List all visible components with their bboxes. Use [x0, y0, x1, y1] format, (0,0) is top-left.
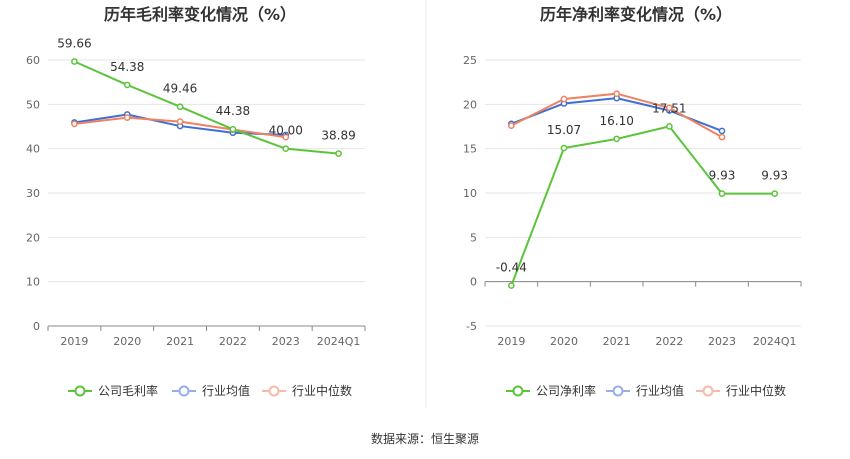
legend-marker	[74, 385, 86, 397]
source-note: 数据来源：恒生聚源	[371, 431, 479, 446]
series-point	[665, 104, 673, 112]
series-point	[176, 118, 184, 125]
legend-marker	[178, 385, 190, 397]
y-tick-label: -5	[466, 320, 477, 333]
data-label: 49.46	[163, 82, 197, 96]
legend-marker	[512, 385, 524, 397]
series-line-1	[74, 60, 339, 155]
chart-title: 历年毛利率变化情况（%）	[104, 5, 296, 24]
series-point	[123, 114, 131, 121]
series-point	[560, 144, 568, 152]
series-point	[229, 125, 237, 133]
y-tick-label: 50	[26, 98, 40, 111]
series-point	[71, 120, 78, 128]
legend-item-1: 公司毛利率	[68, 383, 158, 398]
chart-2: 历年净利率变化情况（%） -5 0 5 10 15 20 25 2019 2020 2021 2022…	[463, 5, 802, 398]
legend-marker	[612, 385, 624, 397]
y-tick-label: 15	[463, 143, 477, 156]
chart-1: 历年毛利率变化情况（%） 0 10 20 30 40 50 60 2019 2020 2021 202…	[26, 5, 366, 398]
x-tick-label: 2020	[550, 335, 578, 348]
data-label: -0.44	[496, 261, 527, 275]
series-point	[282, 145, 290, 153]
series-point	[718, 127, 726, 135]
x-tick-label: 2022	[219, 335, 247, 348]
x-tick-label: 2023	[272, 335, 300, 348]
series-point	[718, 190, 726, 197]
legend-item-1: 公司净利率	[506, 383, 596, 398]
legend-item-2: 行业均值	[606, 383, 684, 398]
y-tick-label: 10	[463, 187, 477, 200]
data-label: 16.10	[599, 114, 633, 128]
x-tick-label: 2023	[708, 335, 736, 348]
chart-title: 历年净利率变化情况（%）	[540, 5, 732, 24]
series-point	[282, 133, 290, 141]
data-label: 40.00	[269, 124, 303, 138]
data-label: 38.89	[321, 129, 355, 143]
x-tick-label: 2021	[603, 335, 631, 348]
legend-label: 行业均值	[636, 383, 684, 398]
y-tick-label: 30	[26, 187, 40, 200]
x-tick-label: 2019	[497, 335, 525, 348]
x-tick-label: 2021	[166, 335, 194, 348]
series-point	[507, 282, 515, 289]
legend-item-2: 行业均值	[172, 383, 250, 398]
series-point	[560, 95, 568, 103]
y-tick-label: 20	[26, 231, 40, 244]
legend-label: 行业均值	[202, 383, 250, 398]
legend-label: 公司净利率	[536, 383, 596, 398]
y-tick-label: 40	[26, 143, 40, 156]
y-tick-label: 25	[463, 54, 477, 67]
data-label: 17.51	[652, 101, 686, 115]
x-tick-label: 2024Q1	[317, 335, 361, 348]
x-tick-label: 2024Q1	[753, 335, 797, 348]
series-point	[335, 150, 342, 157]
series-point	[613, 90, 621, 98]
y-tick-label: 60	[26, 54, 40, 67]
y-tick-label: 10	[26, 276, 40, 289]
x-tick-label: 2020	[113, 335, 141, 348]
series-point	[507, 122, 515, 129]
legend-item-3: 行业中位数	[696, 383, 786, 398]
data-label: 59.66	[57, 37, 91, 51]
legend-label: 行业中位数	[726, 383, 786, 398]
data-label: 9.93	[761, 169, 788, 183]
legend-marker	[268, 385, 280, 397]
series-point	[665, 123, 673, 130]
data-label: 44.38	[216, 104, 250, 118]
data-label: 15.07	[547, 123, 581, 137]
series-point	[176, 103, 184, 111]
series-point	[718, 133, 726, 141]
series-line-1	[510, 125, 775, 286]
y-tick-label: 5	[470, 231, 477, 244]
x-tick-label: 2019	[60, 335, 88, 348]
legend-item-3: 行业中位数	[262, 383, 352, 398]
x-tick-label: 2022	[655, 335, 683, 348]
data-label: 54.38	[110, 60, 144, 74]
series-point	[123, 81, 131, 89]
y-tick-label: 0	[33, 320, 40, 333]
series-point	[613, 135, 621, 143]
data-label: 9.93	[709, 169, 736, 183]
legend-marker	[702, 385, 714, 397]
y-tick-label: 0	[470, 276, 477, 289]
series-point	[771, 190, 779, 197]
y-tick-label: 20	[463, 98, 477, 111]
legend-label: 公司毛利率	[98, 383, 158, 398]
legend-label: 行业中位数	[292, 383, 352, 398]
series-point	[71, 58, 78, 65]
